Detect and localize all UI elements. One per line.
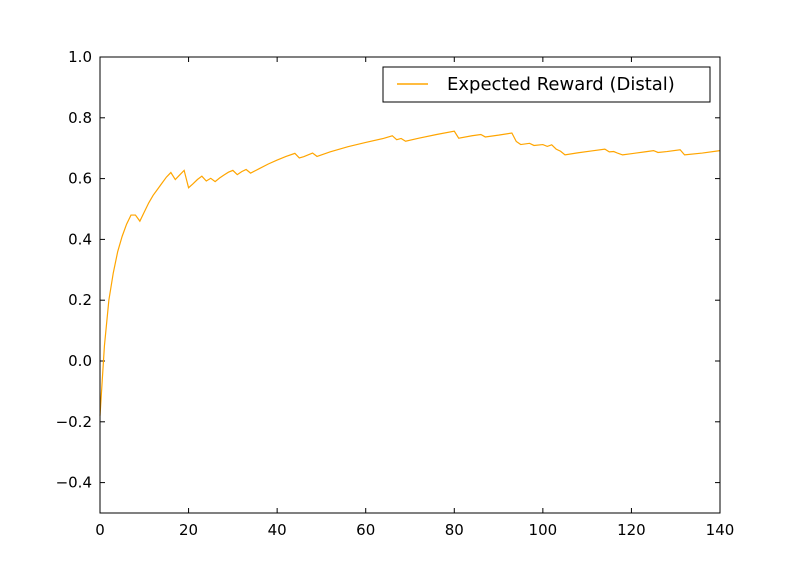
y-tick-label: 0.4 [68,230,92,248]
series-line-expected-reward-distal [99,130,721,416]
x-tick-label: 100 [529,521,558,539]
y-tick-label: 0.0 [68,352,92,370]
y-tick-label: 0.6 [68,170,92,188]
legend-box [382,66,711,103]
y-tick-label: −0.4 [56,474,92,492]
x-tick-label: 20 [179,521,198,539]
axis-tick-labels: 0 20 40 60 80 100 120 140 −0.4 −0.2 0.0 0.2 0.4 0.6 0.… [56,48,735,539]
plot-area-background [100,57,720,513]
x-tick-label: 80 [445,521,464,539]
legend-label: Expected Reward (Distal) [447,74,675,95]
y-tick-label: 0.2 [68,291,92,309]
x-tick-label: 60 [356,521,375,539]
legend: Expected Reward (Distal) [382,66,711,103]
y-tick-label: 1.0 [68,48,92,66]
x-tick-label: 120 [617,521,646,539]
y-tick-label: −0.2 [56,413,92,431]
x-tick-label: 140 [706,521,735,539]
plot-frame [99,56,721,514]
y-tick-label: 0.8 [68,109,92,127]
x-tick-label: 0 [95,521,105,539]
x-tick-label: 40 [268,521,287,539]
axis-ticks [99,56,721,513]
